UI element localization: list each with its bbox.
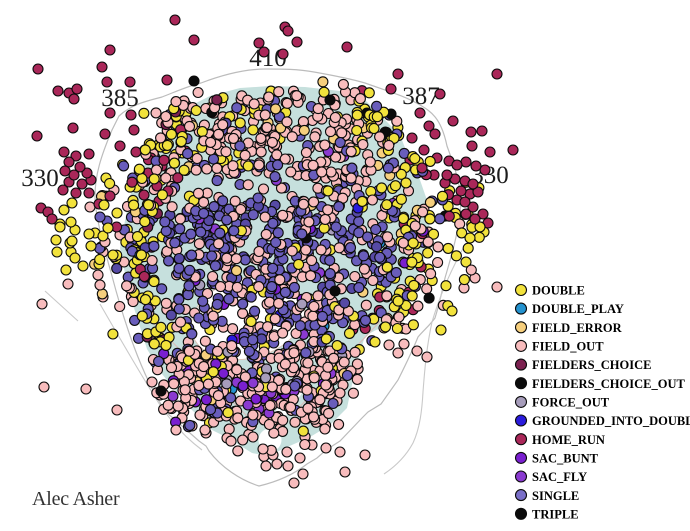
svg-text:HOME_RUN: HOME_RUN: [532, 433, 605, 447]
svg-text:SAC_BUNT: SAC_BUNT: [532, 452, 599, 466]
svg-text:GROUNDED_INTO_DOUBLE_PLAY: GROUNDED_INTO_DOUBLE_PLAY: [532, 414, 690, 428]
svg-text:FIELD_OUT: FIELD_OUT: [532, 340, 604, 354]
svg-text:387: 387: [402, 83, 440, 110]
svg-text:TRIPLE: TRIPLE: [532, 507, 579, 521]
svg-text:Alec Asher: Alec Asher: [32, 488, 120, 510]
svg-text:DOUBLE: DOUBLE: [532, 284, 585, 298]
svg-text:FIELDERS_CHOICE: FIELDERS_CHOICE: [532, 358, 651, 372]
svg-text:SINGLE: SINGLE: [532, 489, 579, 503]
svg-text:FIELD_ERROR: FIELD_ERROR: [532, 321, 623, 335]
svg-text:330: 330: [21, 165, 59, 192]
svg-text:FIELDERS_CHOICE_OUT: FIELDERS_CHOICE_OUT: [532, 377, 685, 391]
svg-text:385: 385: [101, 85, 139, 112]
svg-text:SAC_FLY: SAC_FLY: [532, 470, 587, 484]
svg-text:DOUBLE_PLAY: DOUBLE_PLAY: [532, 302, 624, 316]
svg-text:FORCE_OUT: FORCE_OUT: [532, 396, 610, 410]
